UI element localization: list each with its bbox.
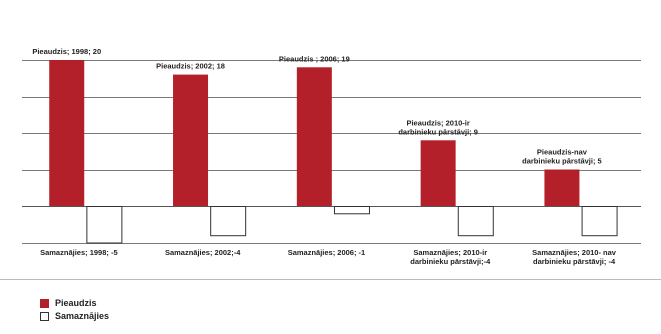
data-label-pieaudzis-1: Pieaudzis; 2002; 18 (156, 62, 225, 71)
data-label-samaznajies-3: darbinieku pārstāvji;-4 (410, 257, 491, 266)
bar-pieaudzis-1 (173, 74, 209, 206)
chart-area: Pieaudzis; 1998; 20 Samaznājies; 1998; -5… (0, 47, 661, 280)
legend-label-samaznajies: Samaznājies (55, 311, 110, 321)
data-label-samaznajies-3: Samaznājies; 2010-ir (413, 248, 487, 257)
legend-swatch-samaznajies (40, 311, 49, 321)
data-label-samaznajies-0: Samaznājies; 1998; -5 (40, 248, 118, 257)
legend-swatch-pieaudzis (40, 298, 49, 308)
legend-item-samaznajies: Samaznājies (40, 310, 109, 322)
bar-chart: Pieaudzis; 1998; 20 Samaznājies; 1998; -5… (0, 47, 661, 280)
data-label-pieaudzis-3: Pieaudzis; 2010-ir (406, 118, 469, 127)
legend-label-pieaudzis: Pieaudzis (55, 298, 97, 308)
data-label-pieaudzis-3: darbinieku pārstāvji; 9 (398, 127, 478, 136)
bar-samaznajies-1 (210, 206, 247, 237)
data-label-samaznajies-4: Samaznājies; 2010- nav (532, 248, 617, 257)
legend: Pieaudzis Samaznājies (40, 297, 109, 323)
bar-samaznajies-2 (333, 206, 370, 215)
data-label-pieaudzis-4: Pieaudzis-nav (537, 148, 588, 157)
bar-samaznajies-3 (457, 206, 494, 237)
data-label-samaznajies-2: Samaznājies; 2006; -1 (288, 248, 366, 257)
bar-pieaudzis-2 (296, 67, 332, 206)
legend-item-pieaudzis: Pieaudzis (40, 297, 109, 309)
data-label-pieaudzis-0: Pieaudzis; 1998; 20 (32, 47, 101, 56)
bar-samaznajies-4 (581, 206, 618, 237)
data-label-samaznajies-1: Samaznājies; 2002;-4 (165, 248, 241, 257)
data-label-pieaudzis-2: Pieaudzis ; 2006; 19 (279, 54, 350, 63)
bar-samaznajies-0 (86, 206, 123, 244)
data-label-pieaudzis-4: darbinieku pārstāvji; 5 (522, 157, 602, 166)
bar-pieaudzis-3 (420, 140, 456, 206)
bar-pieaudzis-4 (544, 169, 580, 206)
data-label-samaznajies-4: darbinieku pārstāvji; -4 (533, 257, 616, 266)
bar-pieaudzis-0 (49, 60, 85, 206)
